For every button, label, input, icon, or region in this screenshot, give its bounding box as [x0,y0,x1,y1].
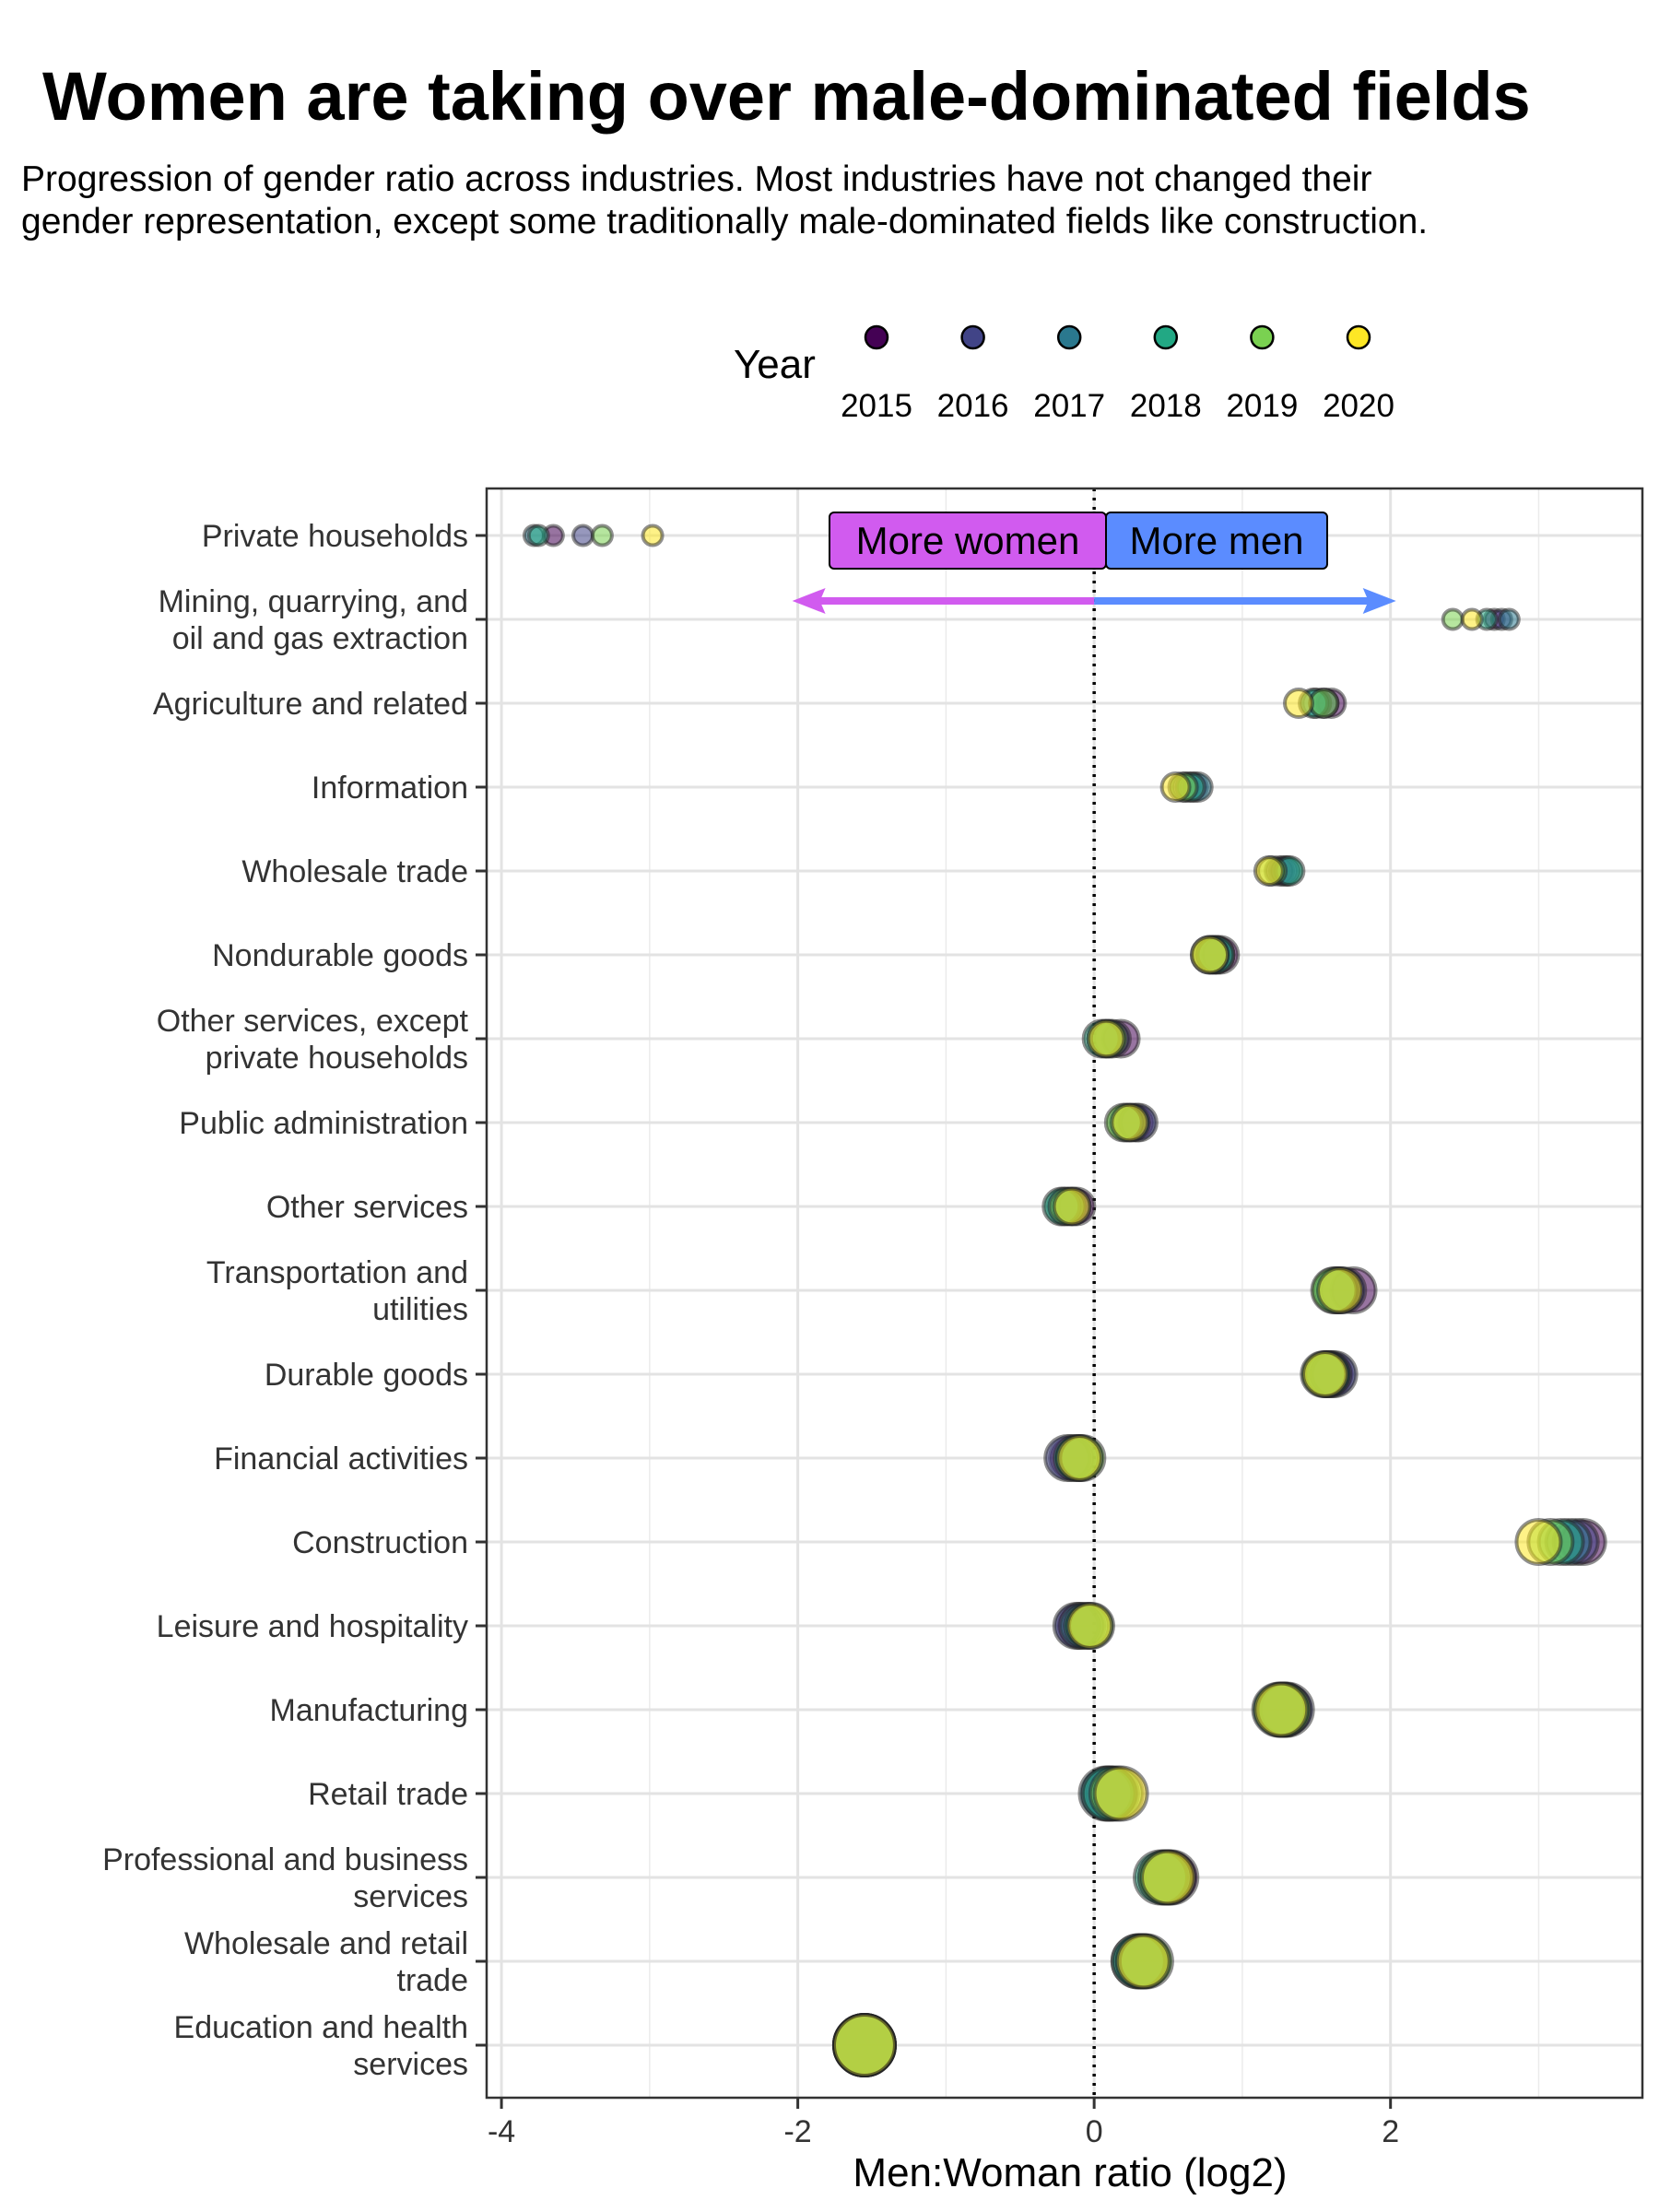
data-point-2018 [526,524,550,547]
data-point-2019 [1441,607,1465,631]
y-tick-label: Nondurable goods [212,938,468,973]
y-tick-label: Wholesale trade [241,854,468,889]
legend-key-2015 [864,324,889,350]
plot-panel [487,488,1642,2098]
y-tick-label: Retail trade [308,1777,468,1812]
legend-key-2017 [1056,324,1082,350]
more-men-arrowhead [1362,588,1396,614]
y-tick-label: Public administration [179,1106,468,1141]
data-point-2020 [1086,1018,1126,1059]
data-point-2019 [590,524,614,547]
data-point-2017 [1497,607,1521,631]
data-point-2020 [1110,1102,1150,1143]
legend-key-2018 [1153,324,1179,350]
legend-label-2019: 2019 [1226,388,1298,424]
y-tick-label: Professional and business services [102,1842,468,1914]
data-point-2016 [571,524,594,547]
data-points [522,524,1607,2077]
x-tick-label: 2 [1382,2114,1399,2149]
x-tick-label: -2 [783,2114,811,2149]
data-point-2020 [1300,1350,1349,1398]
legend-title: Year [734,342,816,387]
x-tick-label: -4 [488,2114,515,2149]
legend-label-2015: 2015 [841,388,912,424]
legend-key-2019 [1250,324,1275,350]
legend-label-2018: 2018 [1130,388,1202,424]
y-tick-label: Financial activities [214,1441,468,1477]
legend: Year 2015 2016 2017 2018 2019 2020 [734,324,1394,424]
legend-label-2020: 2020 [1323,388,1394,424]
y-tick-label: Other services, except private households [157,1004,469,1076]
y-tick-label: Information [312,771,468,806]
data-point-2020 [1052,1186,1092,1227]
y-tick-label: Durable goods [265,1358,468,1393]
data-point-2020 [1114,1933,1171,1990]
data-point-2020 [1253,855,1285,887]
y-tick-label: Mining, quarrying, and oil and gas extrac… [159,584,468,656]
y-tick-label: Private households [202,519,468,554]
x-axis-label: Men:Woman ratio (log2) [853,2150,1287,2195]
data-point-2020 [1460,607,1484,631]
legend-key-2016 [960,324,985,350]
y-tick-label: Manufacturing [270,1693,468,1728]
more-women-arrowhead [792,588,826,614]
data-point-2020 [641,524,665,547]
y-tick-label: Leisure and hospitality [157,1609,468,1644]
y-tick-label: Transportation and utilities [206,1255,468,1327]
panel-background [487,488,1642,2098]
data-point-2020 [1159,771,1192,803]
data-point-2020 [1065,1602,1114,1650]
more-women-label: More women [856,519,1080,562]
data-point-2020 [1316,1266,1365,1314]
y-tick-label: Other services [266,1190,468,1225]
data-point-2020 [831,2013,897,2077]
y-tick-label: Education and health services [174,2010,468,2082]
data-point-2020 [1253,1681,1310,1738]
more-men-label: More men [1129,519,1303,562]
y-tick-label: Agriculture and related [153,687,468,722]
data-point-2020 [1055,1434,1104,1482]
more-men-box [1105,512,1328,570]
axes: Men:Woman ratio (log2) Private household… [102,487,1644,2195]
y-tick-label: Construction [292,1525,468,1560]
legend-label-2017: 2017 [1033,388,1105,424]
chart-title: Women are taking over male-dominated fie… [42,58,1531,135]
panel-border [485,487,1644,2100]
direction-annotations: More women More men [792,512,1396,614]
data-point-2020 [1092,1765,1149,1822]
data-point-2020 [1283,688,1315,719]
chart-subtitle: Progression of gender ratio across indus… [21,159,1429,241]
y-tick-label: Wholesale and retail trade [184,1926,468,1998]
data-point-2020 [1514,1518,1563,1566]
data-point-2020 [1140,1849,1197,1906]
legend-key-2020 [1346,324,1371,350]
legend-label-2016: 2016 [937,388,1009,424]
data-point-2020 [1190,935,1230,975]
x-tick-label: 0 [1086,2114,1103,2149]
